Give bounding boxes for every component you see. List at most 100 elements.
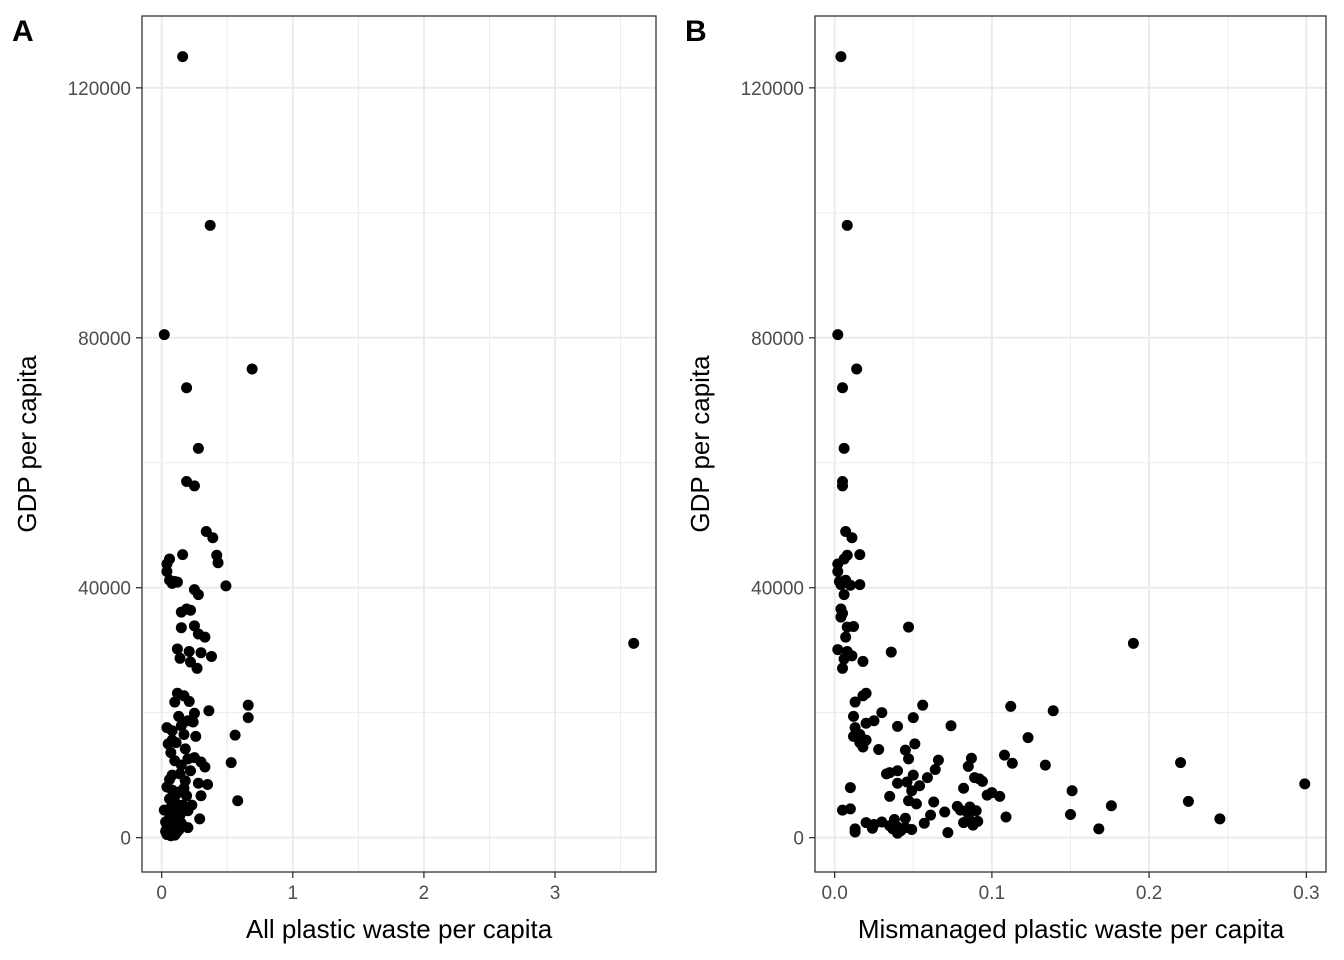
panel-a-data-point [185,604,197,616]
panel-a-data-point [187,716,199,728]
panel-b-data-point [906,824,918,836]
panel-a-data-point [199,761,211,773]
panel-b-data-point [1039,759,1051,771]
panel-b-data-point [958,817,970,829]
panel-b-label: B [685,15,707,48]
panel-a-data-point [220,580,232,592]
panel-b-data-point [1047,705,1059,717]
panel-b-data-point [925,809,937,821]
panel-a-data-point [204,219,216,231]
panel-b-data-point [901,776,913,788]
panel-a-x-tick-label: 3 [550,883,561,904]
panel-a-ticks: 0 1 2 3 0 40000 80000 120000 [68,79,561,904]
panel-a-data-point [205,650,217,662]
panel-b-data-point [914,780,926,792]
panel-b-data-point [838,653,850,665]
panel-a-data-point [232,795,244,807]
panel-b-data-point [832,329,844,341]
panel-b-data-point [837,480,849,492]
panel-a-data-point [191,662,203,674]
panel-b-data-point [1000,811,1012,823]
panel-a-data-point [242,712,254,724]
panel-b-y-axis-title: GDP per capita [685,355,715,533]
panel-b-data-point [838,589,850,601]
panel-a-data-point [192,589,204,601]
panel-a-data-point [165,830,177,842]
panel-b-data-point [994,790,1006,802]
panel-b-data-point [903,621,915,633]
panel-b-plot-frame [814,15,1327,873]
panel-a-points [158,51,640,842]
panel-b-x-tick-label: 0.3 [1293,883,1319,904]
panel-a-data-point [171,643,183,655]
panel-b-data-point [939,806,951,818]
panel-a-data-point [202,779,214,791]
panel-a-data-point [169,696,181,708]
panel-a-data-point [165,747,177,759]
panel-b-data-point [921,772,933,784]
panel-b-data-point [1299,778,1311,790]
panel-b-data-point [962,760,974,772]
panel-b-data-point [849,696,861,708]
panel-b-data-point [854,579,866,591]
panel-a-data-point [628,637,640,649]
panel-b-data-point [1006,757,1018,769]
panel-a-data-point [181,790,193,802]
panel-a-plot-frame [141,15,657,873]
panel-b-data-point [876,707,888,719]
panel-b-data-point [1005,700,1017,712]
panel-b-data-point [981,789,993,801]
panel-b-data-point [873,744,885,756]
panel-b-y-tick-label: 120000 [741,79,804,100]
panel-a-data-point [188,707,200,719]
panel-b-y-tick-label: 0 [793,829,804,850]
panel-a-x-tick-label: 2 [419,883,430,904]
panel-b-data-point [848,710,860,722]
panel-b-x-tick-label: 0.0 [821,883,847,904]
panel-b-data-point [835,51,847,63]
panel-b: 0.0 0.1 0.2 0.3 0 40000 80000 120000 B Mismanag… [685,15,1327,944]
panel-b-data-point [918,817,930,829]
panel-a-data-point [171,576,183,588]
panel-a-data-point [179,743,191,755]
panel-b-x-axis-title: Mismanaged plastic waste per capita [858,914,1285,944]
panel-b-data-point [892,777,904,789]
panel-b-data-point [929,764,941,776]
panel-a-data-point [192,442,204,454]
panel-b-data-point [881,768,893,780]
panel-a: 0 1 2 3 0 40000 80000 120000 A All plastic wast… [12,15,657,944]
panel-b-data-point [838,442,850,454]
panel-b-data-point [844,803,856,815]
panel-b-data-point [892,827,904,839]
panel-b-data-point [854,549,866,561]
panel-b-data-point [846,532,858,544]
panel-b-grid [815,16,1326,872]
panel-b-data-point [832,644,844,656]
panel-b-data-point [844,782,856,794]
panel-b-data-point [851,363,863,375]
panel-b-data-point [906,785,918,797]
panel-a-data-point [188,480,200,492]
panel-a-label: A [12,15,34,48]
panel-b-y-tick-label: 80000 [751,329,804,350]
panel-a-data-point [162,738,174,750]
panel-a-data-point [195,790,207,802]
panel-b-data-point [958,782,970,794]
panel-b-data-point [967,819,979,831]
panel-a-data-point [161,565,173,577]
panel-b-data-point [1093,823,1105,835]
panel-b-ticks: 0.0 0.1 0.2 0.3 0 40000 80000 120000 [741,79,1320,904]
panel-b-data-point [910,798,922,810]
panel-a-data-point [242,699,254,711]
panel-b-data-point [932,754,944,766]
panel-a-data-point [178,729,190,741]
panel-b-data-point [998,749,1010,761]
panel-a-data-point [185,765,197,777]
panel-b-points [832,51,1311,839]
panel-a-data-point [181,382,193,394]
panel-b-data-point [849,826,861,838]
panel-b-data-point [1182,795,1194,807]
panel-a-data-point [212,557,224,569]
panel-b-data-point [1105,800,1117,812]
panel-a-data-point [246,363,258,375]
